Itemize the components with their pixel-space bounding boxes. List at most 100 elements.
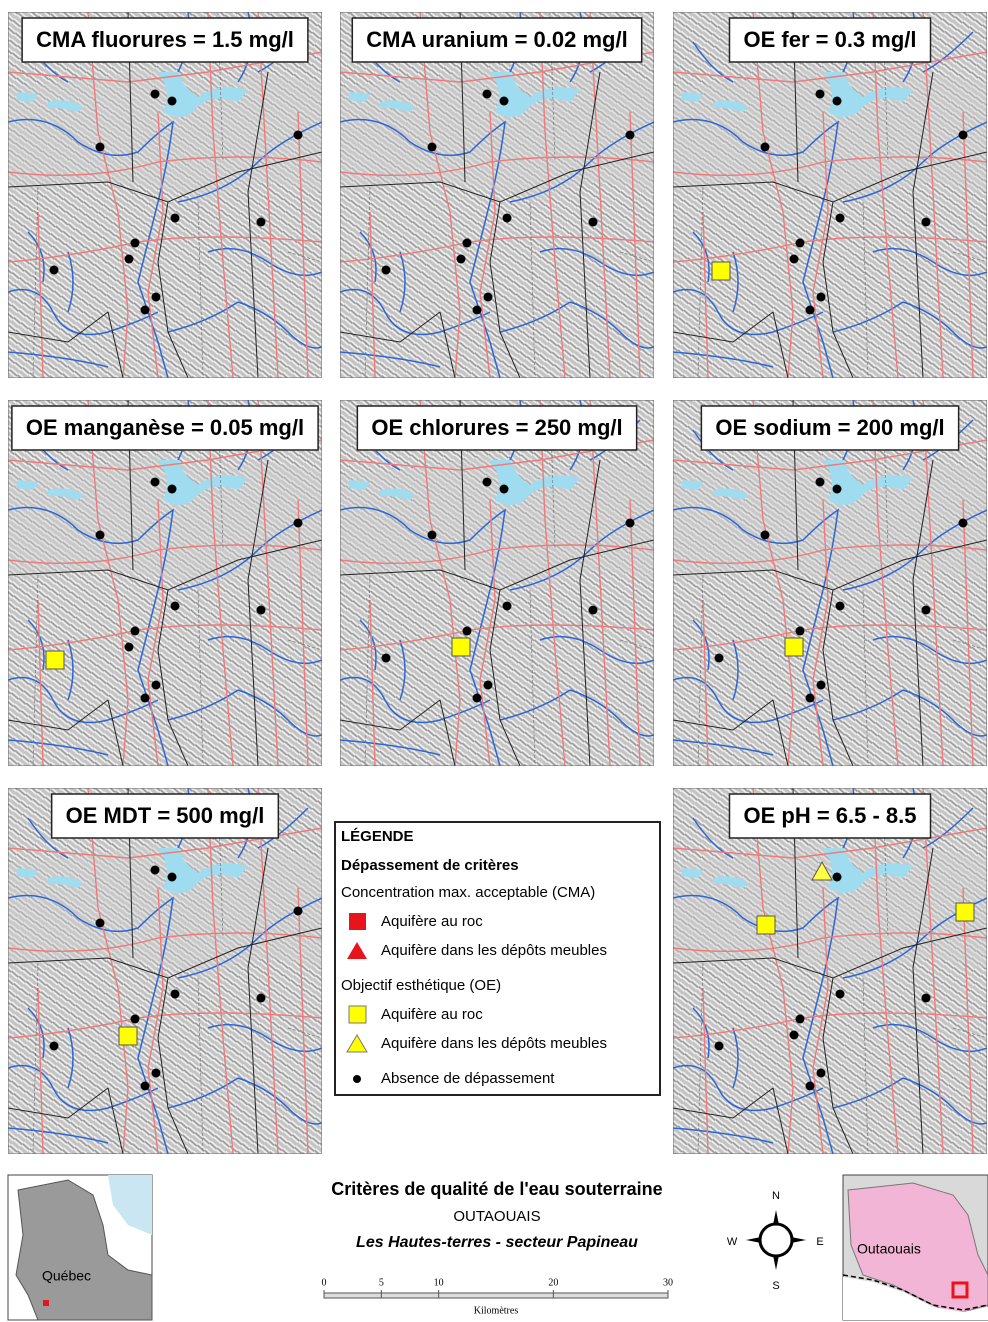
legend-square — [349, 1006, 366, 1023]
legend-square — [349, 913, 366, 930]
sample-point — [836, 990, 845, 999]
panel-title: OE sodium = 200 mg/l — [715, 415, 944, 440]
sample-point — [168, 873, 177, 882]
legend-item: Absence de dépassement — [381, 1070, 555, 1087]
scale-label: 10 — [434, 1277, 444, 1288]
map-panel: OE MDT = 500 mg/l — [8, 788, 322, 1154]
map-panel: OE manganèse = 0.05 mg/l — [8, 400, 322, 766]
sample-point — [626, 519, 635, 528]
sample-point — [500, 97, 509, 106]
scale-label: 0 — [322, 1277, 327, 1288]
sample-point — [817, 681, 826, 690]
sample-point — [806, 1082, 815, 1091]
map-panel: OE chlorures = 250 mg/l — [340, 400, 654, 766]
sample-point — [131, 627, 140, 636]
sample-point — [168, 97, 177, 106]
sample-point — [483, 90, 492, 99]
sample-point — [382, 654, 391, 663]
sample-point — [817, 1069, 826, 1078]
legend-group-title: Objectif esthétique (OE) — [341, 977, 501, 994]
sample-point — [833, 873, 842, 882]
compass-n: N — [772, 1190, 780, 1202]
sample-point — [715, 654, 724, 663]
inset-label: Outaouais — [857, 1241, 921, 1257]
compass-s: S — [772, 1280, 779, 1292]
sample-point — [294, 131, 303, 140]
basemap — [673, 788, 987, 1154]
sample-point — [790, 255, 799, 264]
sample-point — [50, 266, 59, 275]
sample-point — [922, 218, 931, 227]
sample-point — [294, 907, 303, 916]
sample-point — [457, 255, 466, 264]
sample-point — [152, 681, 161, 690]
legend-group-title: Concentration max. acceptable (CMA) — [341, 884, 595, 901]
sample-point — [761, 143, 770, 152]
basemap — [340, 12, 654, 378]
sample-point — [761, 531, 770, 540]
exceedance-square — [46, 651, 64, 669]
sample-point — [817, 293, 826, 302]
sample-point — [922, 994, 931, 1003]
sample-point — [790, 1031, 799, 1040]
inset-label: Québec — [42, 1268, 91, 1284]
sample-point — [151, 866, 160, 875]
sample-point — [141, 694, 150, 703]
sample-point — [125, 643, 134, 652]
sample-point — [141, 306, 150, 315]
panel-title: OE fer = 0.3 mg/l — [743, 27, 916, 52]
panel-title: OE chlorures = 250 mg/l — [371, 415, 622, 440]
map-title: Critères de qualité de l'eau souterraine — [331, 1179, 662, 1199]
sample-point — [836, 214, 845, 223]
inset-locator — [43, 1300, 49, 1306]
map-sector: Les Hautes-terres - secteur Papineau — [356, 1234, 638, 1251]
legend-item: Aquifère dans les dépôts meubles — [381, 942, 607, 959]
sample-point — [806, 694, 815, 703]
sample-point — [131, 1015, 140, 1024]
sample-point — [463, 239, 472, 248]
exceedance-square — [785, 638, 803, 656]
sample-point — [257, 606, 266, 615]
legend-item: Aquifère dans les dépôts meubles — [381, 1035, 607, 1052]
basemap — [8, 788, 322, 1154]
basemap — [340, 400, 654, 766]
scale-unit: Kilomètres — [474, 1305, 519, 1316]
sample-point — [503, 214, 512, 223]
map-panel: OE sodium = 200 mg/l — [673, 400, 987, 766]
sample-point — [500, 485, 509, 494]
sample-point — [428, 143, 437, 152]
legend: LÉGENDEDépassement de critèresConcentrat… — [335, 822, 660, 1095]
sample-point — [715, 1042, 724, 1051]
basemap — [8, 400, 322, 766]
sample-point — [833, 97, 842, 106]
inset-outaouais: Outaouais — [843, 1175, 988, 1320]
sample-point — [152, 293, 161, 302]
panel-title: CMA uranium = 0.02 mg/l — [366, 27, 627, 52]
panel-title: OE pH = 6.5 - 8.5 — [743, 803, 916, 828]
sample-point — [483, 478, 492, 487]
sample-point — [428, 531, 437, 540]
sample-point — [922, 606, 931, 615]
sample-point — [171, 214, 180, 223]
map-region: OUTAOUAIS — [453, 1208, 540, 1225]
basemap — [673, 12, 987, 378]
exceedance-square — [119, 1027, 137, 1045]
sample-point — [589, 606, 598, 615]
sample-point — [171, 990, 180, 999]
sample-point — [168, 485, 177, 494]
sample-point — [131, 239, 140, 248]
scale-label: 5 — [379, 1277, 384, 1288]
basemap — [673, 400, 987, 766]
sample-point — [484, 293, 493, 302]
sample-point — [96, 919, 105, 928]
map-panel: CMA uranium = 0.02 mg/l — [340, 12, 654, 378]
sample-point — [257, 994, 266, 1003]
exceedance-square — [712, 262, 730, 280]
sample-point — [959, 131, 968, 140]
sample-point — [796, 239, 805, 248]
sample-point — [257, 218, 266, 227]
panel-title: OE MDT = 500 mg/l — [66, 803, 265, 828]
legend-item: Aquifère au roc — [381, 913, 483, 930]
legend-item: Aquifère au roc — [381, 1006, 483, 1023]
